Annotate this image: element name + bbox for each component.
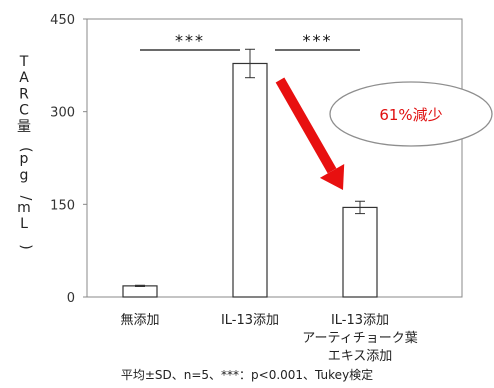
arrow-head	[319, 163, 345, 190]
y-tick-label: 150	[50, 198, 75, 213]
significance-label: ***	[303, 31, 333, 50]
bar-chart: 0 150 300 450 T A R C 量(p g / m L) 無添加 IL-13添加 IL-13添加ア…	[17, 13, 493, 362]
x-category-label: IL-13添加	[221, 313, 279, 328]
y-tick-label: 300	[50, 106, 75, 121]
callout-ellipse	[329, 81, 493, 147]
significance-label: ***	[175, 31, 205, 50]
y-tick-label: 450	[50, 13, 75, 28]
plot-frame	[86, 18, 463, 298]
y-tick-label: 0	[67, 291, 75, 306]
bar	[342, 206, 378, 298]
bar	[232, 62, 268, 298]
footnote: 平均±SD、n=5、***：p<0.001、Tukey検定	[120, 368, 374, 382]
x-category-label: 無添加	[120, 313, 159, 328]
y-axis-label: T A R C 量(p g / m L)	[17, 54, 34, 250]
bar	[122, 285, 158, 298]
x-category-label: IL-13添加アーティチョーク葉エキス添加	[302, 313, 417, 362]
arrow-shaft	[275, 77, 337, 174]
callout-text: 61%減少	[379, 106, 442, 124]
